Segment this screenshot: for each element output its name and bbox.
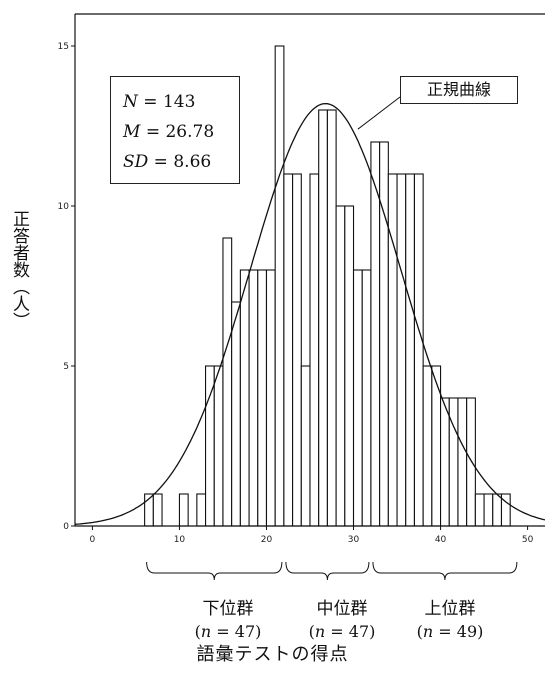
bar-17 [318,109,328,527]
bars-layer [144,45,511,527]
bar-9 [248,269,259,527]
bar-13 [283,173,294,527]
y-tick-label-10: 10 [58,202,70,212]
curve-label-leader [357,96,401,130]
group-brace-2 [372,561,518,581]
stat-sd: SD = 8.66 [123,152,212,172]
group-n-middle: (n = 47) [308,622,376,641]
bar-34 [466,397,476,527]
group-label-lower: 下位群 [202,599,254,619]
bar-31 [440,397,450,527]
group-n-middle-value: 47 [348,622,370,641]
bar-23 [370,141,381,527]
bar-6 [222,237,233,527]
bar-18 [326,109,337,527]
bar-4 [205,365,215,527]
bar-7 [231,301,241,527]
normal-curve [74,102,545,525]
bar-22 [361,269,372,527]
bar-11 [265,269,276,527]
x-tick-label-10: 10 [174,535,186,545]
axes-layer: 0 5 10 15 0 10 20 30 40 50 [58,13,545,545]
bar-37 [492,493,503,527]
bar-27 [405,173,415,527]
bar-10 [257,269,268,527]
bar-25 [387,173,398,527]
group-n-lower-value: 47 [234,622,256,641]
stat-n: N = 143 [123,92,196,112]
x-tick-label-40: 40 [435,535,447,545]
group-label-middle: 中位群 [316,599,368,619]
bar-8 [239,269,250,527]
y-tick-label-5: 5 [63,362,69,372]
group-brace-0 [146,561,283,581]
x-tick-label-50: 50 [522,535,534,545]
bar-15 [300,365,311,527]
group-brace-1 [285,561,370,581]
y-tick-label-15: 15 [58,42,69,52]
x-tick-label-0: 0 [90,535,96,545]
stat-sd-value: 8.66 [173,152,212,172]
normal-curve-label: 正規曲線 [400,76,518,104]
stat-m: M = 26.78 [123,122,215,142]
group-n-upper-value: 49 [456,622,478,641]
x-tick-label-20: 20 [261,535,273,545]
bar-20 [344,205,355,527]
bar-26 [396,173,407,527]
x-axis-label: 語彙テストの得点 [196,644,349,665]
bar-14 [292,173,302,527]
stats-box: N = 143 M = 26.78 SD = 8.66 [110,76,240,184]
bar-1 [152,493,163,527]
group-n-lower: (n = 47) [194,622,262,641]
bar-2 [178,493,189,527]
x-tick-label-30: 30 [348,535,360,545]
stat-n-value: 143 [162,92,196,112]
bar-32 [448,397,459,527]
y-tick-label-0: 0 [63,522,69,532]
bar-28 [413,173,424,527]
bar-5 [213,365,224,527]
group-n-upper: (n = 49) [416,622,484,641]
bar-24 [379,141,389,527]
y-axis-label: 正答者数（人） [9,210,29,329]
bar-21 [352,269,363,527]
bar-35 [474,493,485,527]
bar-16 [309,173,320,527]
bar-12 [274,45,285,527]
bar-33 [457,397,468,527]
bar-36 [483,493,494,527]
group-label-upper: 上位群 [424,599,476,619]
group-braces [146,561,518,581]
stat-m-value: 26.78 [165,122,215,142]
bar-3 [196,493,207,527]
bar-19 [335,205,346,527]
bar-29 [422,365,433,527]
